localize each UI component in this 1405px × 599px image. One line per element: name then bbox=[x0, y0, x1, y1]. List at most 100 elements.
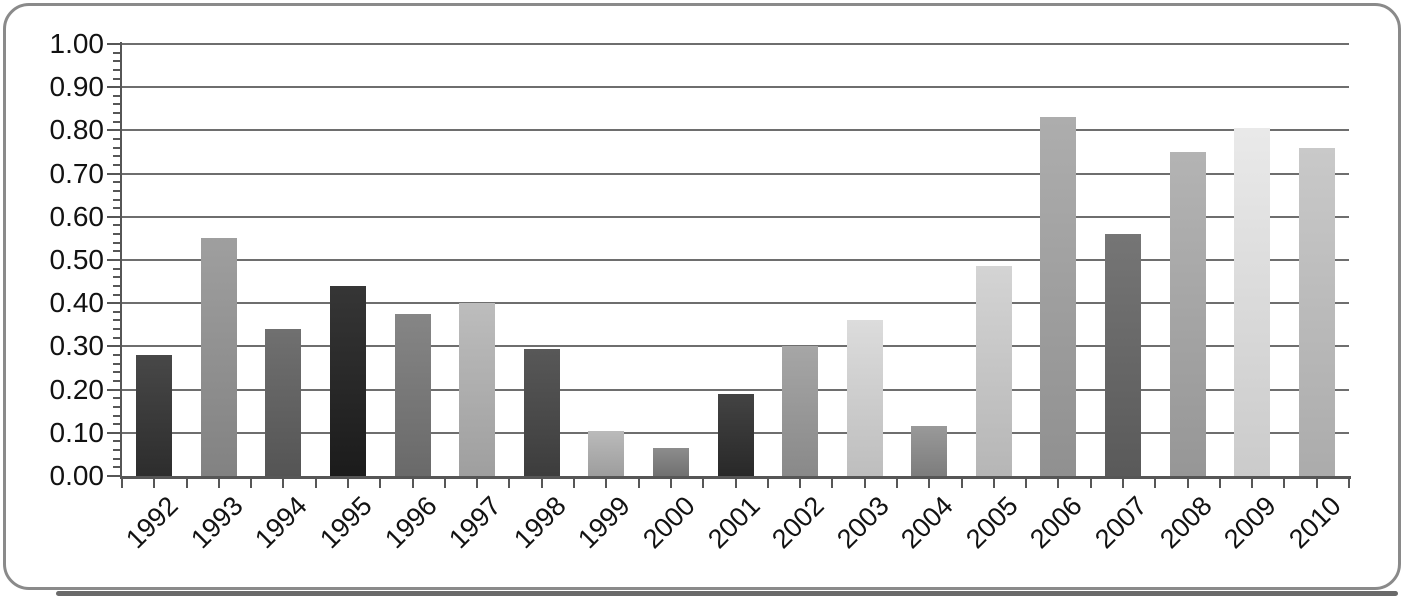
x-tick-label-2006: 2006 bbox=[1024, 490, 1089, 555]
y-tick-label-0.40: 0.40 bbox=[49, 287, 105, 319]
x-tick bbox=[669, 479, 672, 488]
x-tick bbox=[1251, 479, 1254, 488]
x-tick-label-2005: 2005 bbox=[959, 490, 1024, 555]
gridline-0.30 bbox=[122, 345, 1349, 348]
y-major-tick bbox=[107, 215, 122, 218]
x-tick-label-1994: 1994 bbox=[249, 490, 314, 555]
x-tick-label-1995: 1995 bbox=[314, 490, 378, 555]
y-major-tick bbox=[107, 388, 122, 391]
y-tick-label-0.10: 0.10 bbox=[49, 416, 105, 448]
y-minor-tick bbox=[113, 336, 122, 339]
y-minor-tick bbox=[113, 51, 122, 54]
y-major-tick bbox=[107, 431, 122, 434]
y-major-tick bbox=[107, 172, 122, 175]
y-minor-tick bbox=[113, 233, 122, 236]
x-axis-line bbox=[120, 476, 1351, 479]
x-tick-label-1996: 1996 bbox=[378, 490, 443, 555]
y-minor-tick bbox=[113, 371, 122, 374]
x-tick bbox=[1154, 479, 1157, 488]
x-tick bbox=[1121, 479, 1124, 488]
y-minor-tick bbox=[113, 241, 122, 244]
bar-2010 bbox=[1299, 148, 1335, 476]
y-minor-tick bbox=[113, 414, 122, 417]
bar-2008 bbox=[1170, 152, 1206, 476]
x-tick-label-1998: 1998 bbox=[507, 490, 572, 555]
bar-1993 bbox=[201, 238, 237, 476]
bar-1996 bbox=[395, 314, 431, 476]
y-major-tick bbox=[107, 86, 122, 89]
x-tick bbox=[863, 479, 866, 488]
y-minor-tick bbox=[113, 224, 122, 227]
y-minor-tick bbox=[113, 250, 122, 253]
y-major-tick bbox=[107, 259, 122, 261]
x-tick bbox=[1089, 479, 1092, 488]
x-tick bbox=[1057, 479, 1060, 488]
y-tick-label-0.20: 0.20 bbox=[49, 373, 105, 405]
x-tick bbox=[702, 479, 705, 488]
y-minor-tick bbox=[113, 68, 122, 71]
bar-2004 bbox=[911, 426, 947, 476]
bar-1994 bbox=[265, 329, 301, 476]
y-minor-tick bbox=[113, 189, 122, 192]
y-minor-tick bbox=[113, 405, 122, 408]
y-tick-label-1.00: 1.00 bbox=[49, 28, 105, 59]
x-tick-label-1999: 1999 bbox=[572, 490, 637, 555]
y-minor-tick bbox=[113, 276, 122, 279]
x-tick bbox=[217, 479, 220, 488]
x-tick bbox=[1218, 479, 1221, 488]
bar-2000 bbox=[653, 448, 689, 476]
x-tick-label-2010: 2010 bbox=[1282, 490, 1347, 555]
x-tick bbox=[250, 479, 253, 488]
x-tick bbox=[411, 479, 414, 488]
y-minor-tick bbox=[113, 207, 122, 210]
y-minor-tick bbox=[113, 60, 122, 63]
x-tick bbox=[153, 479, 156, 488]
y-minor-tick bbox=[113, 397, 122, 400]
x-tick bbox=[185, 479, 188, 488]
y-minor-tick bbox=[113, 155, 122, 158]
x-tick bbox=[1315, 479, 1318, 488]
x-tick bbox=[1186, 479, 1189, 488]
bar-2007 bbox=[1105, 234, 1141, 476]
x-tick bbox=[314, 479, 317, 488]
y-minor-tick bbox=[113, 466, 122, 469]
y-minor-tick bbox=[113, 310, 122, 313]
gridline-0.70 bbox=[122, 172, 1349, 175]
y-minor-tick bbox=[113, 198, 122, 201]
bar-1995 bbox=[330, 286, 366, 476]
bar-2005 bbox=[976, 266, 1012, 476]
x-tick-label-2000: 2000 bbox=[637, 490, 701, 555]
x-tick bbox=[379, 479, 382, 488]
y-tick-label-0.60: 0.60 bbox=[49, 200, 105, 232]
bar-2006 bbox=[1040, 117, 1076, 476]
bar-2001 bbox=[718, 394, 754, 476]
y-major-tick bbox=[107, 129, 122, 132]
y-minor-tick bbox=[113, 423, 122, 426]
bar-2009 bbox=[1234, 128, 1270, 476]
y-minor-tick bbox=[113, 440, 122, 443]
y-minor-tick bbox=[113, 328, 122, 331]
x-tick bbox=[1283, 479, 1286, 488]
y-minor-tick bbox=[113, 138, 122, 141]
y-minor-tick bbox=[113, 103, 122, 106]
x-tick bbox=[476, 479, 479, 488]
gridline-0.90 bbox=[122, 86, 1349, 89]
y-tick-label-0.70: 0.70 bbox=[49, 157, 105, 189]
x-tick-label-2007: 2007 bbox=[1089, 490, 1153, 555]
x-tick-label-2002: 2002 bbox=[766, 490, 830, 555]
x-tick bbox=[831, 479, 834, 488]
bar-1997 bbox=[459, 303, 495, 476]
bar-2002 bbox=[782, 346, 818, 476]
y-minor-tick bbox=[113, 449, 122, 452]
x-tick-label-1992: 1992 bbox=[120, 490, 185, 555]
y-tick-label-0.90: 0.90 bbox=[49, 71, 105, 103]
y-minor-tick bbox=[113, 163, 122, 166]
y-minor-tick bbox=[113, 181, 122, 184]
y-minor-tick bbox=[113, 267, 122, 270]
x-tick-label-1997: 1997 bbox=[443, 490, 507, 555]
y-major-tick bbox=[107, 43, 122, 45]
x-tick bbox=[347, 479, 350, 488]
x-tick bbox=[895, 479, 898, 488]
